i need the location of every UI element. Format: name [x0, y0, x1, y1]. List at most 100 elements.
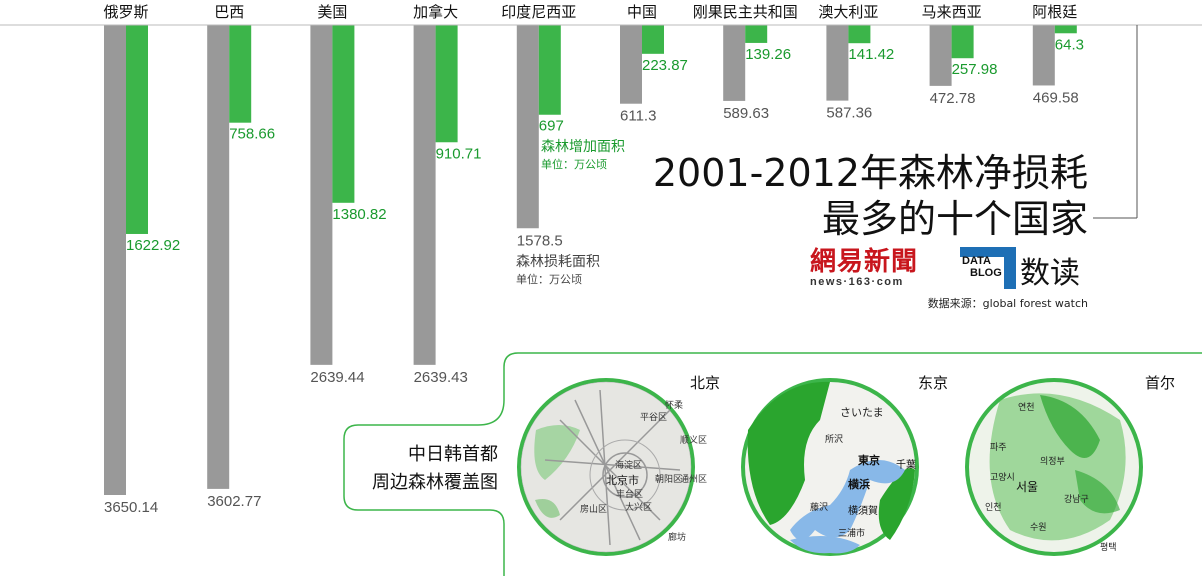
value-label-loss: 589.63	[723, 105, 769, 122]
bar-gain	[951, 25, 974, 59]
place-label: 평택	[1100, 543, 1117, 553]
value-label-loss: 1578.5	[517, 232, 563, 249]
place-label: 파주	[990, 443, 1007, 453]
country-label: 印度尼西亚	[501, 3, 576, 21]
data-source: 数据来源：global forest watch	[927, 297, 1088, 310]
legend-green: 森林增加面积 单位：万公顷	[541, 136, 625, 172]
country-labels: 3650.14 1622.92 俄罗斯 3602.77 758.66 巴西 2639.44 1…	[103, 3, 1084, 516]
place-label: 横浜	[848, 478, 870, 491]
bar-loss	[104, 25, 126, 495]
place-label: 通州区	[680, 475, 708, 485]
place-label: 丰台区	[616, 490, 644, 500]
bar-loss	[310, 25, 333, 365]
bar-loss	[516, 25, 539, 229]
place-label: 고양시	[990, 473, 1015, 483]
netease-logo-url: news·163·com	[810, 276, 904, 288]
map-label-tokyo: 东京	[918, 374, 949, 392]
value-label-gain: 223.87	[642, 57, 688, 74]
value-label-gain: 1622.92	[126, 237, 180, 254]
beijing-map	[517, 378, 695, 556]
place-label: 所沢	[825, 435, 844, 445]
value-label-loss: 587.36	[826, 105, 872, 122]
shudu-logo-text: 数读	[1020, 256, 1080, 291]
legend-green-name: 森林增加面积	[541, 139, 625, 155]
value-label-loss: 2639.44	[310, 369, 364, 386]
bar-loss	[1032, 25, 1055, 86]
value-label-loss: 2639.43	[414, 369, 468, 386]
value-label-loss: 611.3	[620, 108, 656, 125]
country-label: 美国	[317, 3, 347, 21]
datablog-logo: DATA BLOG	[960, 247, 1016, 289]
country-label: 俄罗斯	[103, 3, 148, 21]
legend-gray: 森林损耗面积 单位：万公顷	[516, 251, 600, 287]
tokyo-map	[741, 378, 919, 556]
legend-gray-unit: 单位：万公顷	[516, 273, 582, 286]
place-label: 朝阳区	[655, 475, 683, 485]
country-label: 巴西	[214, 3, 244, 21]
place-label: 강남구	[1064, 495, 1089, 505]
value-label-gain: 139.26	[745, 46, 791, 63]
legend-green-unit: 单位：万公顷	[541, 158, 607, 171]
bar-gain	[229, 25, 252, 123]
bar-loss	[929, 25, 952, 86]
country-label: 澳大利亚	[818, 3, 878, 21]
datablog-logo-shape	[960, 247, 1016, 289]
place-label: 千葉	[896, 460, 916, 471]
place-label: 三浦市	[838, 529, 866, 539]
value-label-gain: 257.98	[952, 61, 998, 78]
bar-loss	[723, 25, 746, 101]
place-label: 顺义区	[680, 436, 708, 446]
place-label: 廊坊	[668, 533, 687, 543]
place-label: 藤沢	[810, 503, 829, 513]
country-label: 加拿大	[413, 3, 458, 21]
value-label-gain: 910.71	[436, 145, 482, 162]
place-label: 大兴区	[625, 503, 653, 513]
bar-gain	[538, 25, 561, 115]
map-label-seoul: 首尔	[1145, 374, 1176, 392]
bar-loss	[826, 25, 849, 101]
country-label: 马来西亚	[922, 3, 982, 21]
value-label-loss: 472.78	[930, 90, 976, 107]
map-panel-title-line1: 中日韩首都	[408, 444, 498, 465]
datablog-logo-line1: DATA	[962, 255, 991, 267]
place-label: 서울	[1016, 480, 1039, 494]
bar-gain	[848, 25, 871, 44]
bar-gain	[1054, 25, 1077, 34]
chart-title-line2: 最多的十个国家	[821, 197, 1088, 241]
country-label: 刚果民主共和国	[693, 3, 798, 21]
bar-gain	[642, 25, 664, 54]
netease-logo: 網易新聞 news·163·com	[810, 248, 918, 288]
bar-gain	[435, 25, 458, 143]
place-label: 北京市	[606, 474, 639, 487]
bars-group	[104, 25, 1077, 495]
value-label-loss: 3650.14	[104, 499, 158, 516]
value-label-gain: 64.3	[1055, 36, 1084, 53]
seoul-map	[965, 378, 1143, 556]
netease-logo-text: 網易新聞	[810, 247, 919, 277]
bar-gain	[332, 25, 355, 203]
value-label-gain: 758.66	[229, 126, 275, 143]
value-label-loss: 3602.77	[207, 493, 261, 510]
value-label-gain: 141.42	[848, 46, 894, 63]
place-label: 怀柔	[665, 401, 684, 411]
place-label: 東京	[858, 454, 880, 467]
value-label-gain: 697	[539, 118, 564, 135]
country-label: 中国	[627, 3, 657, 21]
map-panel-frame	[343, 352, 1202, 576]
value-label-loss: 469.58	[1033, 89, 1079, 106]
bar-gain	[745, 25, 768, 43]
place-label: 横須賀	[848, 506, 878, 517]
datablog-logo-line2: BLOG	[970, 267, 1002, 279]
place-label: さいたま	[840, 406, 884, 419]
chart-title-line1: 2001-2012年森林净损耗	[652, 151, 1088, 195]
bar-loss	[413, 25, 436, 365]
place-label: 房山区	[580, 505, 608, 515]
place-label: 연천	[1018, 403, 1035, 413]
map-panel-title-line2: 周边森林覆盖图	[372, 472, 498, 493]
place-label: 수원	[1030, 523, 1047, 533]
place-label: 海淀区	[615, 461, 643, 471]
bar-gain	[126, 25, 148, 234]
legend-gray-name: 森林损耗面积	[516, 254, 600, 270]
country-label: 阿根廷	[1032, 3, 1077, 21]
bar-loss	[207, 25, 230, 489]
